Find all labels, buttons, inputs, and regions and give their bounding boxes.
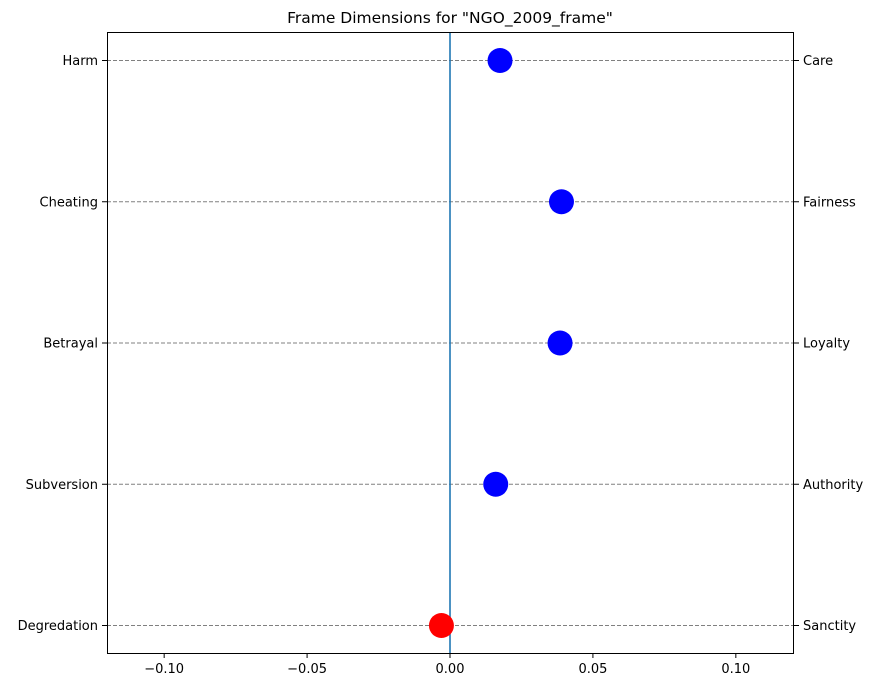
points-layer [428,48,574,638]
y-tick-label-left: Harm [62,54,98,69]
y-tick-label-left: Cheating [40,195,98,210]
y-tick-label-right: Fairness [803,195,856,210]
x-tick-label: −0.05 [287,662,327,677]
x-tick-label: 0.00 [436,662,465,677]
chart-title: Frame Dimensions for "NGO_2009_frame" [287,9,613,28]
data-point [547,330,573,356]
data-point [483,471,509,497]
axis-layer: −0.10 −0.05 0.00 0.05 0.10 Harm Cheating Betray… [18,54,864,677]
data-point [428,613,454,638]
y-tick-label-right: Loyalty [803,337,850,352]
y-tick-label-right: Authority [803,478,863,493]
y-tick-label-right: Sanctity [803,619,856,634]
data-point [487,48,513,73]
y-tick-label-left: Subversion [26,478,98,493]
x-tick-label: 0.10 [721,662,750,677]
x-tick-label: 0.05 [578,662,607,677]
y-tick-label-left: Betrayal [43,337,98,352]
data-point [548,189,574,215]
y-tick-label-right: Care [803,54,833,69]
y-tick-label-left: Degredation [18,619,98,634]
x-tick-label: −0.10 [144,662,184,677]
